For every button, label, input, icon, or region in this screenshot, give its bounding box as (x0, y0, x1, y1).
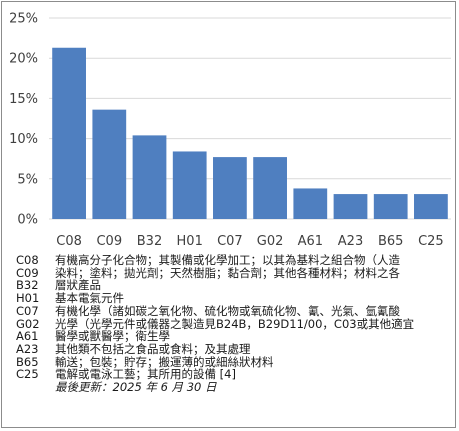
x-category-label: A61 (298, 234, 323, 249)
legend-row-c25: C25 電解或電泳工藝；其所用的設備 [4] (16, 368, 451, 381)
x-category-label: H01 (177, 234, 203, 249)
x-category-label: A23 (338, 234, 363, 249)
legend-description: 光學（光學元件或儀器之製造見B24B，B29D11/00，C03或其他適宜 (55, 316, 415, 331)
legend-description: 有機化學（諸如碳之氧化物、硫化物或氧硫化物、氰、光氣、氫氰酸 (55, 303, 400, 318)
category-legend: C08 有機高分子化合物；其製備或化學加工；以其為基料之組合物（人造 C09 染… (16, 254, 451, 394)
y-tick-label: 15% (9, 92, 38, 107)
x-category-label: C08 (56, 234, 82, 249)
legend-code: A61 (16, 329, 39, 344)
y-tick-label: 20% (9, 52, 38, 67)
x-category-label: C07 (217, 234, 243, 249)
legend-row-b65: B65 輸送；包裝；貯存；搬運薄的或細絲狀材料 (16, 354, 451, 369)
legend-description: 醫學或獸醫學；衛生學 (55, 329, 170, 344)
bar-c25 (414, 194, 448, 219)
y-tick-label: 10% (9, 132, 38, 147)
legend-description: 輸送；包裝；貯存；搬運薄的或細絲狀材料 (55, 354, 274, 369)
legend-code: B65 (16, 354, 39, 369)
legend-row-b32: B32 層狀產品 (16, 279, 451, 292)
y-tick-label: 5% (17, 172, 38, 187)
legend-description: 有機高分子化合物；其製備或化學加工；以其為基料之組合物（人造 (55, 253, 400, 267)
legend-description: 其他類不包括之食品或食料；及其處理 (55, 341, 251, 356)
bar-c08 (52, 47, 86, 219)
last-updated-note: 最後更新：2025 年 6 月 30 日 (55, 380, 217, 395)
x-category-label: C09 (96, 234, 122, 249)
y-axis-ticks: 0% 5% 10% 15% 20% 25% (9, 12, 38, 228)
bar-c09 (92, 109, 127, 219)
x-category-label: C25 (418, 234, 444, 249)
bar-a23 (333, 194, 368, 219)
legend-code: G02 (16, 316, 40, 331)
bar-b32 (132, 135, 167, 219)
legend-row-h01: H01 基本電氣元件 (16, 292, 451, 305)
legend-code: C09 (16, 265, 39, 280)
legend-description: 染料；塗料；拋光劑；天然樹脂；黏合劑；其他各種材料；材料之各 (55, 265, 400, 280)
bars (52, 47, 448, 219)
bar-g02 (253, 157, 287, 219)
legend-code: A23 (16, 341, 39, 356)
legend-description: 基本電氣元件 (55, 291, 124, 306)
bar-b65 (373, 194, 408, 219)
legend-code: C25 (16, 367, 39, 382)
legend-description: 電解或電泳工藝；其所用的設備 [4] (55, 367, 236, 382)
legend-description: 層狀產品 (55, 278, 101, 293)
legend-code: H01 (16, 291, 40, 306)
legend-row-c07: C07 有機化學（諸如碳之氧化物、硫化物或氧硫化物、氰、光氣、氫氰酸 (16, 305, 451, 318)
y-tick-label: 0% (17, 213, 38, 228)
bar-a61 (293, 188, 328, 219)
legend-row-g02: G02 光學（光學元件或儀器之製造見B24B，B29D11/00，C03或其他適… (16, 316, 451, 331)
legend-code: C07 (16, 303, 39, 318)
legend-row-a61: A61 醫學或獸醫學；衛生學 (16, 330, 451, 343)
bar-h01 (172, 151, 207, 219)
x-axis-labels: C08 C09 B32 H01 C07 G02 A61 A23 B65 C25 (56, 234, 443, 249)
x-category-label: B65 (378, 234, 403, 249)
legend-row-c09: C09 染料；塗料；拋光劑；天然樹脂；黏合劑；其他各種材料；材料之各 (16, 265, 451, 280)
y-tick-label: 25% (9, 12, 38, 27)
x-category-label: G02 (257, 234, 284, 249)
x-category-label: B32 (137, 234, 162, 249)
bar-chart: 0% 5% 10% 15% 20% 25% C08 C09 B32 H01 C07 G02 A61 A2… (9, 12, 451, 249)
legend-code: C08 (16, 253, 39, 267)
legend-row-c08: C08 有機高分子化合物；其製備或化學加工；以其為基料之組合物（人造 (16, 254, 451, 267)
legend-row-a23: A23 其他類不包括之食品或食料；及其處理 (16, 343, 451, 356)
bar-c07 (213, 157, 247, 219)
legend-code: B32 (16, 278, 39, 293)
